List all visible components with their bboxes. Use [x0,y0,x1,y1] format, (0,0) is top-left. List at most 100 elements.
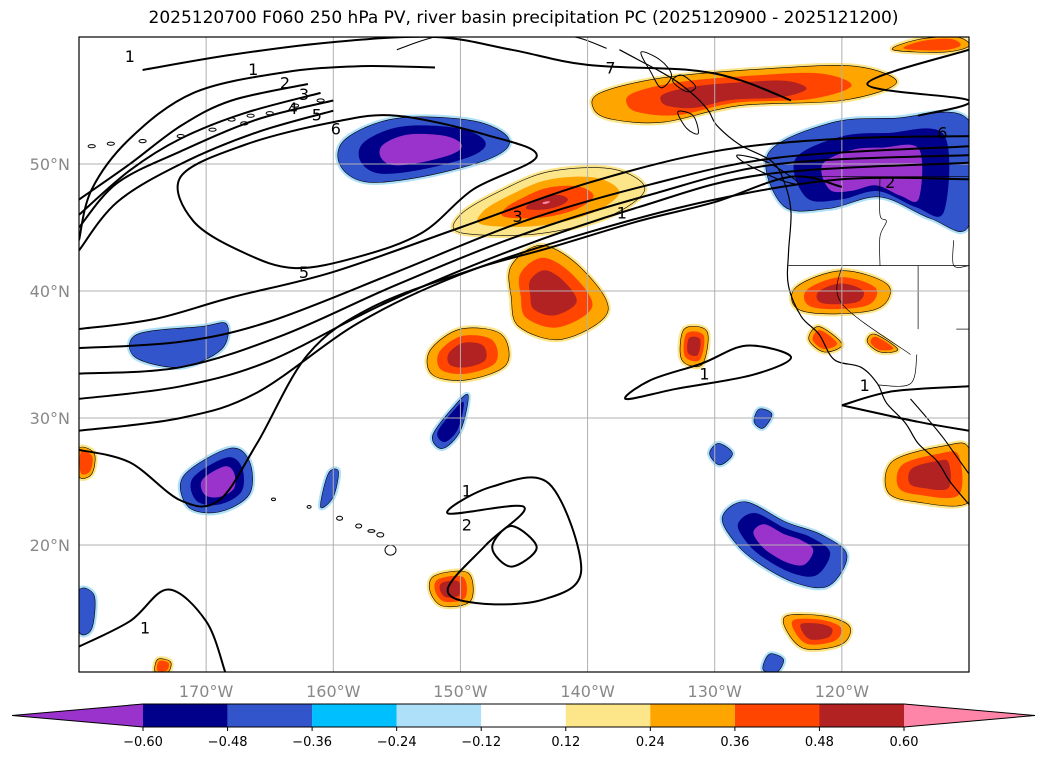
pv-contours [79,37,969,672]
colorbar-segment [227,704,313,727]
pv-contour-line [79,154,969,375]
colorbar-tick-label: −0.24 [377,735,417,750]
pc-region-level [903,38,961,51]
colorbar-tick-label: 0.12 [551,735,580,750]
pc-region-level [447,342,487,368]
x-tick-label: 140°W [560,682,615,701]
contour-label: 4 [288,99,298,118]
y-axis-tick-labels: 20°N 30°N 40°N 50°N [30,155,70,555]
contour-label: 1 [617,203,627,222]
contour-label: 3 [299,85,309,104]
pc-region [760,651,787,672]
pc-region [177,445,256,516]
island [367,529,376,533]
pc-region-level [870,336,894,351]
pc-region-outline [679,325,709,367]
contour-label: 2 [885,173,895,192]
island [208,127,217,132]
chart-title: 2025120700 F060 250 hPa PV, river basin … [148,8,899,28]
contour-label: 1 [248,60,258,79]
pc-region-outline [337,116,510,183]
pc-region-level [529,270,577,316]
pc-region [707,440,735,468]
pc-region-level [816,283,865,305]
colorbar-segment [481,704,566,727]
pc-region-level [79,451,93,475]
colorbar-extend-high [904,704,1035,727]
pv-contour-line [79,91,321,216]
pc-region [152,656,174,672]
precipitation-pc-shading [79,37,969,672]
pc-region [426,568,476,610]
contour-label: 6 [331,119,341,138]
pc-region-level [687,336,701,357]
x-axis-tick-labels: 170°W 160°W 150°W 140°W 130°W 120°W [179,682,869,701]
pc-region [780,611,854,653]
border-line [879,176,887,266]
pc-region-level [320,468,339,508]
pc-region-outline [154,658,172,672]
colorbar-segment [650,704,735,727]
colorbar-tick-label: −0.60 [123,735,163,750]
pc-region-outline [891,37,969,53]
x-tick-label: 130°W [688,682,743,701]
pc-region-level [200,466,236,498]
pc-region [806,324,845,355]
pc-region-outline [709,443,733,466]
pc-region-level [812,330,838,350]
pc-region [79,585,98,638]
pc-region-outline [721,501,848,589]
pc-region-level [660,80,807,109]
pc-region-outline [866,333,899,353]
colorbar-tick-label: 0.36 [720,735,749,750]
pv-contour-line [79,135,969,331]
pc-region [789,268,893,317]
colorbar-tick-label: 0.24 [636,735,665,750]
island [138,139,147,144]
pc-region [889,37,969,55]
colorbar-tick-label: 0.60 [890,735,919,750]
x-tick-label: 170°W [179,682,234,701]
pv-contour-line [79,175,843,508]
island [271,497,276,502]
pc-region [864,331,901,356]
pc-region [335,114,513,185]
y-tick-label: 20°N [30,536,70,555]
pc-region-outline [765,111,969,232]
colorbar-segment [143,704,228,727]
pc-region-level [762,653,784,672]
pc-region-outline [884,442,969,507]
coastline [396,37,607,51]
pv-contour-line [79,161,969,400]
contour-label: 3 [513,207,523,226]
colorbar-extend-low [12,704,143,727]
contour-label: 1 [860,376,870,395]
x-tick-label: 120°W [815,682,870,701]
island [336,515,344,521]
island [291,103,300,108]
pv-contour-line [79,145,969,350]
border-line [952,240,969,268]
pv-contour-line [79,99,334,229]
island [306,505,312,509]
island [106,141,115,146]
pc-region-level [379,133,462,166]
contour-label: 1 [125,47,135,66]
coastline [672,74,697,93]
pv-contour-line [446,476,583,606]
y-tick-label: 50°N [30,155,70,174]
colorbar-tick-label: −0.48 [208,735,248,750]
contour-label: 1 [140,619,150,638]
pc-region [318,466,342,511]
pc-region-outline [808,326,843,353]
pc-region-level [79,588,96,635]
pc-region-outline [180,447,253,514]
pc-region [424,325,512,384]
pc-region-level [156,660,170,672]
pc-region [763,109,969,235]
pv-contour-line [142,37,792,102]
contour-label: 5 [299,263,309,282]
island [376,532,385,538]
